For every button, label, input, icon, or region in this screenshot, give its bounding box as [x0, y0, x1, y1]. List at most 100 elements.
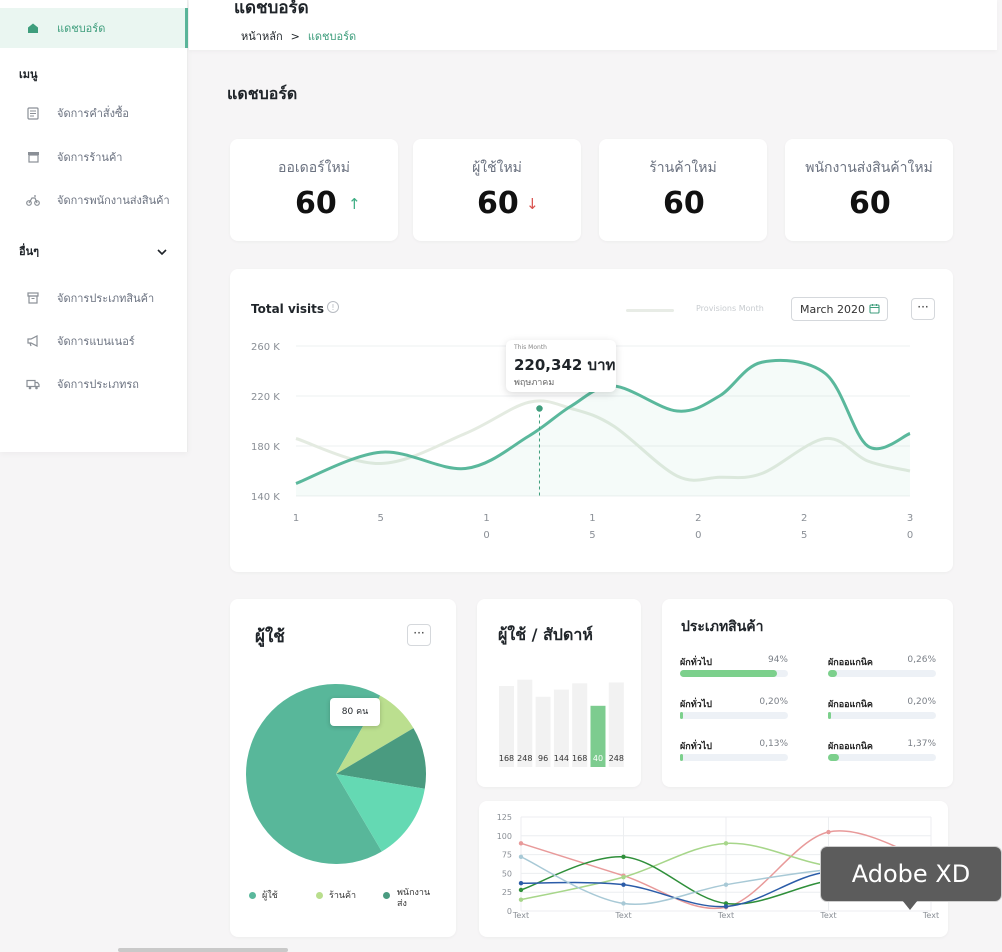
- bar: [517, 679, 533, 767]
- stat-card-new-orders: ออเดอร์ใหม่ 60 ↑: [230, 139, 398, 241]
- stat-card-new-delivery-staff: พนักงานส่งสินค้าใหม่ 60: [785, 139, 953, 241]
- megaphone-icon: [26, 334, 40, 348]
- y-tick-label: 260 K: [251, 342, 280, 353]
- sidebar-item-vehicle-types[interactable]: จัดการประเภทรถ: [0, 364, 188, 404]
- tooltip-month: พฤษภาคม: [514, 378, 555, 388]
- sidebar-item-label: จัดการประเภทรถ: [57, 378, 139, 391]
- legend-dot: [316, 892, 323, 899]
- stat-label: พนักงานส่งสินค้าใหม่: [805, 160, 933, 176]
- series-point: [518, 880, 524, 886]
- pie-slice: [246, 684, 382, 864]
- breadcrumb-home[interactable]: หน้าหลัก: [241, 30, 283, 43]
- legend-label: ร้านค้า: [329, 891, 357, 901]
- y-tick-label: 50: [502, 869, 512, 878]
- marker-point: [534, 403, 545, 414]
- x-tick-label: Text: [717, 911, 734, 920]
- arrow-up-icon: ↑: [348, 195, 361, 213]
- stat-value: 60: [477, 186, 519, 221]
- x-tick-label: 1: [483, 513, 489, 524]
- x-tick-label: 1: [293, 513, 299, 524]
- sidebar-section-menu: เมนู: [19, 68, 38, 81]
- sidebar-item-dashboard[interactable]: แดชบอร์ด: [0, 8, 188, 48]
- header: แดชบอร์ด หน้าหลัก > แดชบอร์ด: [189, 0, 997, 50]
- users-per-week-card: ผู้ใช้ / สัปดาห์ 168 248 96 144 168 40 248: [477, 599, 641, 787]
- app-tooltip: Adobe XD: [820, 846, 1002, 902]
- series-point: [518, 841, 524, 846]
- breadcrumb: หน้าหลัก > แดชบอร์ด: [241, 27, 356, 45]
- stat-value: 60: [295, 186, 337, 221]
- arrow-down-icon: ↓: [526, 195, 539, 213]
- sidebar-item-delivery-staff[interactable]: จัดการพนักงานส่งสินค้า: [0, 180, 188, 220]
- progress-fill: [828, 670, 837, 677]
- store-icon: [26, 150, 40, 164]
- progress-track: [680, 670, 788, 677]
- series-point: [621, 874, 626, 880]
- y-tick-label: 220 K: [251, 392, 280, 403]
- stat-label: ออเดอร์ใหม่: [278, 160, 350, 176]
- category-percent: 0,26%: [907, 655, 936, 665]
- stat-label: ร้านค้าใหม่: [649, 160, 717, 176]
- total-visits-card: Total visits ! Provisions Month March 20…: [230, 269, 953, 572]
- category-name: ผักทั่วไป: [680, 658, 712, 668]
- x-tick-label: 5: [378, 513, 384, 524]
- bar-value-label: 96: [538, 754, 548, 763]
- x-tick-label: 1: [589, 513, 595, 524]
- tooltip-value: 220,342 บาท: [514, 356, 616, 374]
- chevron-down-icon[interactable]: [157, 241, 167, 260]
- month-select[interactable]: March 2020: [791, 297, 888, 321]
- bar-value-label: 248: [609, 754, 624, 763]
- series-point: [621, 882, 626, 887]
- y-tick-label: 0: [507, 907, 512, 916]
- horizontal-scrollbar[interactable]: [118, 948, 288, 952]
- bar: [499, 686, 514, 767]
- more-options-button[interactable]: ···: [407, 624, 431, 646]
- truck-icon: [26, 377, 40, 391]
- category-name: ผักทั่วไป: [680, 742, 712, 752]
- series-point: [723, 841, 729, 846]
- order-list-icon: [26, 106, 40, 120]
- sidebar: แดชบอร์ด เมนู จัดการคำสั่งซื้อ จัดการร้า…: [0, 0, 188, 452]
- pie-slice: [336, 695, 414, 774]
- progress-track: [680, 712, 788, 719]
- x-tick-label: Text: [614, 911, 631, 920]
- sidebar-section-other: อื่นๆ: [19, 245, 40, 258]
- archive-box-icon: [26, 291, 40, 305]
- sidebar-item-product-types[interactable]: จัดการประเภทสินค้า: [0, 278, 188, 318]
- y-tick-label: 180 K: [251, 442, 280, 453]
- progress-track: [828, 670, 936, 677]
- app-tooltip-tail: [902, 900, 918, 910]
- info-icon[interactable]: !: [327, 301, 339, 313]
- users-card: ผู้ใช้ ··· 80 คน ผู้ใช้ ร้านค้า พนักงาน …: [230, 599, 456, 937]
- series-line-provisions: [295, 399, 911, 482]
- x-tick-label: 2: [801, 513, 807, 524]
- users-per-week-title: ผู้ใช้ / สัปดาห์: [498, 625, 593, 644]
- sidebar-item-stores[interactable]: จัดการร้านค้า: [0, 137, 188, 177]
- x-tick-label: 5: [589, 530, 595, 541]
- more-options-button[interactable]: ···: [911, 298, 935, 320]
- series-point: [621, 854, 626, 860]
- x-tick-label: Text: [922, 911, 939, 920]
- y-tick-label: 140 K: [251, 492, 280, 503]
- category-percent: 0,20%: [907, 697, 936, 707]
- sidebar-item-label: จัดการร้านค้า: [57, 151, 123, 164]
- progress-fill: [680, 670, 778, 677]
- tooltip-caption: This Month: [514, 344, 547, 351]
- series-point: [518, 887, 524, 893]
- category-percent: 94%: [767, 655, 788, 665]
- legend-dot: [383, 892, 390, 899]
- users-per-week-bar-chart: 168 248 96 144 168 40 248: [499, 679, 624, 767]
- month-select-value: March 2020: [800, 303, 866, 316]
- stat-value: 60: [849, 186, 891, 221]
- pie-tooltip: 80 คน: [330, 698, 380, 726]
- bar-value-label: 144: [554, 754, 569, 763]
- legend-dot: [249, 892, 256, 899]
- stat-value: 60: [663, 186, 705, 221]
- x-tick-label: Text: [819, 911, 836, 920]
- sidebar-item-banners[interactable]: จัดการแบนเนอร์: [0, 321, 188, 361]
- legend-label: Provisions Month: [696, 304, 764, 313]
- progress-fill: [828, 754, 839, 761]
- y-tick-label: 100: [497, 832, 512, 841]
- legend-line: [626, 309, 674, 312]
- category-percent: 1,37%: [907, 739, 936, 749]
- sidebar-item-orders[interactable]: จัดการคำสั่งซื้อ: [0, 93, 188, 133]
